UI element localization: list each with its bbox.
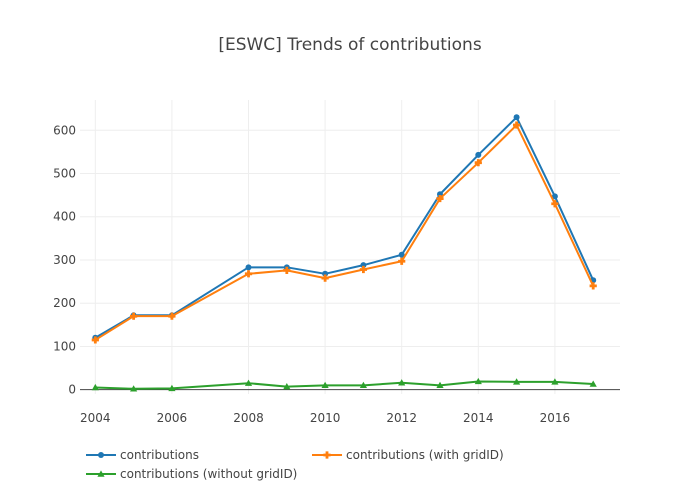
data-point [168,384,176,392]
data-point [474,377,482,385]
x-tick-label: 2016 [540,411,571,425]
data-point [551,378,559,385]
legend-marker [323,451,331,459]
legend-item[interactable]: contributions (without gridID) [86,467,297,481]
data-point [244,270,253,278]
data-point [283,266,291,274]
data-point [512,121,521,129]
data-point [91,383,99,391]
data-point [437,191,443,198]
data-point [475,151,482,158]
data-point [168,312,176,320]
data-point [245,264,252,271]
data-point [321,381,329,389]
y-tick-label: 100 [53,339,76,353]
data-point [244,379,253,386]
legend-marker [97,470,105,477]
data-point [91,336,99,344]
data-point [436,381,444,389]
series-0 [92,114,597,341]
chart-title: [ESWC] Trends of contributions [218,35,481,55]
data-point [321,274,329,282]
grid-layer [80,100,620,394]
data-point [513,114,520,121]
series-layer [91,114,597,392]
series-line [94,116,595,339]
data-point [398,257,406,265]
y-tick-label: 200 [53,296,76,310]
legend-label: contributions (without gridID) [120,467,297,481]
data-point [130,385,138,392]
data-point [359,265,368,274]
axis-layer: 2004 2006 2008 2010 2012 2014 2016 0 100 200 300 40… [53,123,620,425]
series-2 [91,377,597,392]
data-point [512,378,521,385]
legend[interactable]: contributions contributions (with gridID)… [86,448,504,481]
series-1 [91,121,597,344]
data-point [589,282,597,290]
data-point [360,262,367,269]
data-point [398,379,406,386]
y-tick-label: 300 [53,253,76,267]
x-tick-label: 2010 [310,411,341,425]
series-line [94,124,595,341]
y-tick-label: 500 [53,167,76,181]
legend-item[interactable]: contributions [86,448,199,462]
data-point [474,159,482,167]
data-point [551,193,558,200]
data-point [359,381,368,389]
x-tick-label: 2006 [157,411,188,425]
y-tick-label: 400 [53,210,76,224]
legend-label: contributions [120,448,199,462]
legend-label: contributions (with gridID) [346,448,504,462]
data-point [130,312,138,320]
x-tick-label: 2014 [463,411,494,425]
data-point [589,380,597,387]
data-point [398,251,405,258]
y-tick-label: 0 [68,383,76,397]
legend-item[interactable]: contributions (with gridID) [312,448,504,462]
x-tick-label: 2004 [80,411,111,425]
data-point [551,200,559,208]
y-tick-label: 600 [53,123,76,137]
x-tick-label: 2012 [386,411,417,425]
legend-marker [98,452,104,458]
data-point [436,194,444,203]
data-point [322,270,329,277]
x-tick-label: 2008 [233,411,264,425]
data-point [283,383,291,390]
